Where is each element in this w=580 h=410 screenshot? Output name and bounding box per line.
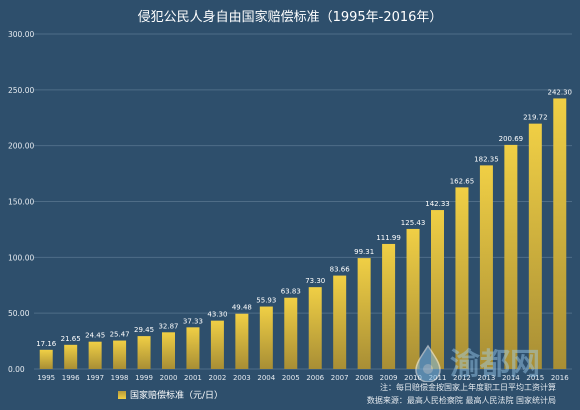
bar-value-label: 43.30 (207, 311, 227, 319)
x-tick-label: 2009 (380, 374, 398, 382)
bar-value-label: 182.35 (474, 155, 499, 163)
y-tick-label: 0.00 (8, 365, 25, 374)
bar-value-label: 49.48 (232, 304, 252, 312)
bar (333, 275, 347, 369)
x-tick-label: 2005 (282, 374, 300, 382)
bar (259, 306, 273, 369)
x-tick-label: 2015 (526, 374, 544, 382)
x-tick-label: 1998 (111, 374, 129, 382)
bar (431, 210, 444, 369)
bar-value-label: 63.83 (281, 288, 301, 296)
bar-value-label: 111.99 (376, 234, 401, 242)
bar-value-label: 142.33 (425, 200, 450, 208)
bar-layer (39, 98, 567, 369)
data-source: 数据来源：最高人民检察院 最高人民法院 国家统计局 (366, 396, 556, 405)
x-tick-label: 2014 (502, 374, 520, 382)
bar (455, 187, 469, 369)
bar (284, 297, 298, 369)
bar-value-label: 99.31 (354, 248, 374, 256)
x-tick-label: 2007 (331, 374, 349, 382)
watermark-logo: 渝都网 (415, 344, 540, 382)
x-tick-label: 1996 (62, 374, 80, 382)
x-tick-label: 2013 (477, 374, 495, 382)
x-tick-label: 1999 (135, 374, 153, 382)
x-tick-label: 1995 (37, 374, 55, 382)
y-tick-label: 200.00 (8, 142, 34, 151)
x-tick-label: 2000 (160, 374, 178, 382)
bar (406, 228, 420, 369)
bar (137, 336, 151, 369)
bar (479, 165, 493, 369)
bar-value-label: 17.16 (36, 340, 57, 348)
bar (528, 123, 542, 369)
bar-value-label: 125.43 (401, 219, 426, 227)
x-tick-label: 2003 (233, 374, 251, 382)
bar-value-label: 83.66 (330, 266, 351, 274)
legend-swatch (118, 390, 126, 399)
bar (210, 320, 224, 369)
bar-value-label: 24.45 (85, 332, 105, 340)
y-tick-label: 300.00 (8, 30, 34, 39)
bar-value-label: 73.30 (305, 277, 325, 285)
x-tick-label: 2006 (306, 374, 324, 382)
y-tick-label: 250.00 (8, 86, 34, 95)
x-tick-label: 2016 (551, 374, 569, 382)
bar (235, 313, 249, 369)
legend-label: 国家赔偿标准（元/日） (130, 391, 224, 401)
bar-value-label: 200.69 (499, 135, 524, 143)
bar-value-label: 29.45 (134, 326, 154, 334)
x-tick-label: 2002 (208, 374, 226, 382)
x-tick-label: 2001 (184, 374, 202, 382)
footnote: 注：每日赔偿金按国家上年度职工日平均工资计算 (380, 383, 556, 392)
bar-value-label: 25.47 (110, 331, 130, 339)
chart-title: 侵犯公民人身自由国家赔偿标准（1995年-2016年） (137, 10, 443, 25)
bar (504, 144, 518, 369)
bar (308, 287, 322, 369)
bar-value-label: 21.65 (61, 335, 81, 343)
label-layer: 17.16 21.65 24.45 25.47 29.45 32.87 37.33 43.30… (36, 88, 572, 347)
y-tick-label: 100.00 (8, 253, 34, 262)
x-tick-label: 1997 (86, 374, 104, 382)
bar (64, 344, 78, 369)
bar-value-label: 55.93 (256, 297, 276, 305)
watermark-text: 渝都网 (450, 347, 540, 382)
bar (162, 332, 175, 369)
bar (39, 349, 53, 369)
y-tick-label: 50.00 (8, 309, 30, 318)
bar-value-label: 242.30 (548, 88, 573, 96)
bar-value-label: 219.72 (523, 114, 548, 122)
y-tick-label: 150.00 (8, 198, 34, 207)
x-tick-label: 2004 (257, 374, 275, 382)
x-tick-label: 2010 (404, 374, 422, 382)
bar (113, 340, 127, 369)
bar-value-label: 162.65 (450, 177, 475, 185)
bar (357, 258, 371, 369)
legend: 国家赔偿标准（元/日） (118, 388, 223, 401)
bar (88, 341, 102, 369)
bar (382, 243, 396, 369)
x-tick-label: 2012 (453, 374, 471, 382)
bar-value-label: 37.33 (183, 317, 203, 325)
bar-value-label: 32.87 (158, 322, 178, 330)
x-tick-label: 2008 (355, 374, 373, 382)
bar (186, 327, 200, 369)
raindrop-logo-icon (415, 344, 441, 382)
bar (553, 98, 567, 369)
